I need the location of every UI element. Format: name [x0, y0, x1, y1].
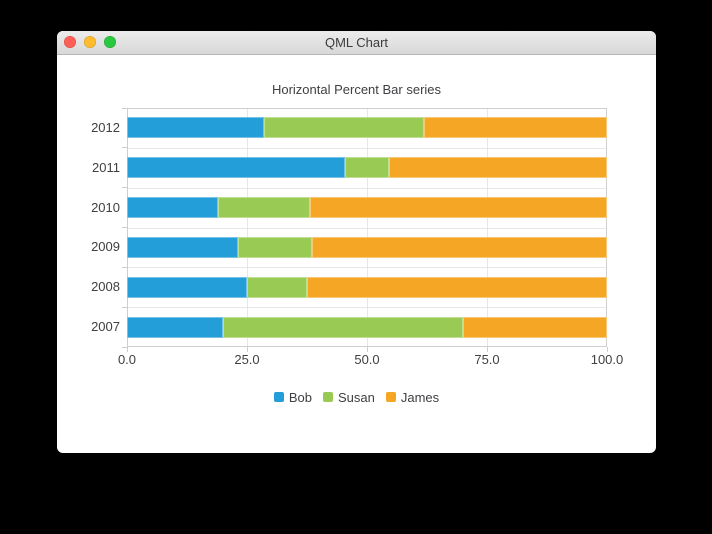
window-title: QML Chart	[324, 35, 389, 50]
bar-segment-james-2011[interactable]	[388, 157, 607, 179]
chart-title: Horizontal Percent Bar series	[271, 82, 442, 97]
x-axis-label-25.0: 25.0	[234, 352, 260, 367]
close-button[interactable]	[64, 36, 76, 48]
zoom-button[interactable]	[104, 36, 116, 48]
bar-segment-susan-2007[interactable]	[223, 316, 463, 338]
plot-border-left	[127, 108, 128, 347]
legend-item-bob[interactable]: Bob	[273, 389, 312, 405]
y-axis-tick	[122, 346, 127, 348]
x-axis-tick	[246, 347, 248, 352]
legend: Bob Susan James	[57, 389, 656, 405]
chart-area: Horizontal Percent Bar series Bob Susan Ja…	[57, 31, 656, 453]
x-axis-label-0.0: 0.0	[117, 352, 137, 367]
y-axis-label-2011: 2011	[92, 159, 120, 175]
legend-item-james[interactable]: James	[385, 389, 440, 405]
y-axis-label-2007: 2007	[91, 319, 120, 335]
x-axis-label-75.0: 75.0	[474, 352, 500, 367]
traffic-lights	[64, 36, 116, 48]
plot-border-bottom	[127, 346, 607, 347]
legend-item-susan[interactable]: Susan	[322, 389, 375, 405]
legend-marker-susan	[322, 392, 333, 402]
plot-border-top	[127, 108, 607, 109]
plot-border-right	[606, 108, 607, 347]
y-axis-tick	[122, 266, 127, 268]
gridline-horizontal	[127, 227, 607, 229]
bar-segment-bob-2008[interactable]	[127, 276, 247, 298]
bar-segment-james-2007[interactable]	[463, 316, 607, 338]
x-axis-tick	[126, 347, 128, 352]
legend-label-susan: Susan	[337, 389, 375, 405]
plot-area	[127, 108, 607, 347]
y-axis-tick	[122, 107, 127, 109]
y-axis-tick	[122, 227, 127, 228]
bar-segment-bob-2007[interactable]	[127, 316, 223, 338]
app-window: QML Chart Horizontal Percent Bar series …	[57, 31, 656, 453]
y-axis-tick	[122, 187, 127, 189]
gridline-horizontal	[127, 307, 607, 309]
bar-segment-susan-2008[interactable]	[247, 276, 307, 298]
legend-label-bob: Bob	[288, 389, 312, 405]
bar-segment-james-2012[interactable]	[424, 117, 607, 139]
title-bar[interactable]: QML Chart	[57, 31, 656, 55]
gridline-horizontal	[127, 187, 607, 189]
bar-segment-susan-2009[interactable]	[237, 236, 312, 258]
y-axis-tick	[122, 306, 127, 308]
y-axis-label-2010: 2010	[91, 199, 120, 215]
bar-segment-susan-2011[interactable]	[345, 157, 389, 179]
bar-segment-james-2009[interactable]	[311, 236, 607, 258]
y-axis-tick	[122, 147, 127, 149]
y-axis-label-2012: 2012	[91, 119, 120, 135]
gridline-horizontal	[127, 147, 607, 149]
x-axis-label-100.0: 100.0	[590, 352, 624, 367]
legend-marker-james	[385, 392, 396, 402]
gridline-horizontal	[127, 267, 607, 269]
x-axis-label-50.0: 50.0	[354, 352, 380, 367]
minimize-button[interactable]	[84, 36, 96, 48]
bar-segment-bob-2012[interactable]	[127, 117, 265, 139]
y-axis-label-2009: 2009	[91, 239, 120, 255]
bar-segment-susan-2010[interactable]	[218, 197, 310, 219]
legend-marker-bob	[273, 392, 284, 402]
bar-segment-bob-2011[interactable]	[127, 157, 346, 179]
x-axis-tick	[366, 347, 368, 352]
x-axis-tick	[486, 347, 488, 352]
legend-label-james: James	[400, 389, 440, 405]
x-axis-tick	[606, 347, 608, 352]
y-axis-label-2008: 2008	[91, 279, 120, 295]
bar-segment-james-2008[interactable]	[307, 276, 607, 298]
bar-segment-bob-2009[interactable]	[127, 236, 238, 258]
bar-segment-susan-2012[interactable]	[264, 117, 425, 139]
bar-segment-james-2010[interactable]	[309, 197, 607, 219]
bar-segment-bob-2010[interactable]	[127, 197, 219, 219]
